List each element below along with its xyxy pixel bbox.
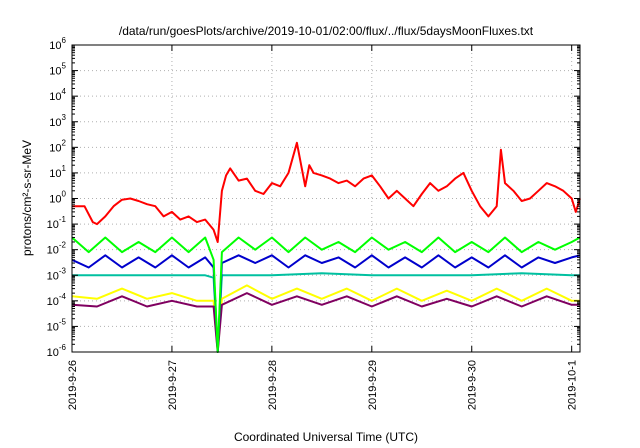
y-tick-label: 105 bbox=[49, 62, 66, 78]
y-tick-exponent: -6 bbox=[59, 343, 67, 352]
y-tick-label: 10-4 bbox=[47, 292, 67, 308]
y-tick-exponent: -3 bbox=[59, 266, 67, 275]
series-line-0 bbox=[72, 141, 581, 243]
series-layer bbox=[71, 141, 581, 353]
x-tick-label: 2019-9-26 bbox=[67, 360, 79, 410]
series-line-5 bbox=[71, 292, 580, 353]
y-tick-label: 102 bbox=[49, 138, 66, 154]
y-tick-exponent: 5 bbox=[62, 62, 67, 71]
y-tick-label: 104 bbox=[49, 87, 66, 103]
y-tick-label: 10-2 bbox=[47, 241, 67, 257]
y-tick-exponent: 0 bbox=[62, 190, 67, 199]
x-tick-label: 2019-9-28 bbox=[267, 360, 279, 410]
y-tick-base: 10 bbox=[49, 117, 61, 129]
y-tick-base: 10 bbox=[47, 245, 59, 257]
y-tick-label: 106 bbox=[49, 36, 66, 52]
y-tick-label: 10-1 bbox=[47, 215, 67, 231]
series-line-3 bbox=[72, 272, 580, 353]
y-tick-base: 10 bbox=[49, 168, 61, 180]
x-tick-label: 2019-9-30 bbox=[467, 360, 479, 410]
y-tick-label: 10-5 bbox=[47, 317, 67, 333]
x-tick-label: 2019-10-1 bbox=[567, 360, 579, 410]
y-tick-base: 10 bbox=[49, 142, 61, 154]
y-tick-label: 10-6 bbox=[47, 343, 67, 359]
series-line-2 bbox=[71, 254, 581, 353]
y-tick-label: 10-3 bbox=[47, 266, 67, 282]
x-tick-label: 2019-9-27 bbox=[167, 360, 179, 410]
y-tick-base: 10 bbox=[47, 270, 59, 282]
y-tick-exponent: 1 bbox=[62, 164, 67, 173]
y-tick-base: 10 bbox=[47, 219, 59, 231]
y-tick-base: 10 bbox=[49, 40, 61, 52]
y-tick-exponent: -1 bbox=[59, 215, 67, 224]
y-tick-exponent: -5 bbox=[59, 317, 67, 326]
y-tick-exponent: 3 bbox=[62, 113, 67, 122]
x-axis: 2019-9-26 2019-9-27 2019-9-28 2019-9-29 2019… bbox=[67, 45, 579, 410]
y-tick-base: 10 bbox=[49, 194, 61, 206]
x-tick-label: 2019-9-29 bbox=[367, 360, 379, 410]
y-tick-base: 10 bbox=[49, 91, 61, 103]
y-tick-exponent: 4 bbox=[62, 87, 67, 96]
series-line-1 bbox=[71, 236, 581, 353]
y-tick-base: 10 bbox=[49, 66, 61, 78]
y-tick-exponent: -4 bbox=[59, 292, 67, 301]
y-tick-label: 100 bbox=[49, 190, 66, 206]
y-tick-exponent: 2 bbox=[62, 138, 67, 147]
y-tick-base: 10 bbox=[47, 321, 59, 333]
y-tick-label: 101 bbox=[49, 164, 66, 180]
y-tick-base: 10 bbox=[47, 347, 59, 359]
x-axis-label: Coordinated Universal Time (UTC) bbox=[234, 430, 418, 444]
y-tick-label: 103 bbox=[49, 113, 66, 129]
y-tick-exponent: -2 bbox=[59, 241, 67, 250]
chart-title: /data/run/goesPlots/archive/2019-10-01/0… bbox=[119, 24, 534, 38]
y-tick-base: 10 bbox=[47, 296, 59, 308]
y-tick-exponent: 6 bbox=[62, 36, 67, 45]
series-line-4 bbox=[71, 284, 580, 353]
y-axis-label: protons/cm²-s-sr-MeV bbox=[20, 140, 34, 256]
y-axis: 10-610-510-410-310-210-11001011021031041… bbox=[47, 36, 580, 359]
